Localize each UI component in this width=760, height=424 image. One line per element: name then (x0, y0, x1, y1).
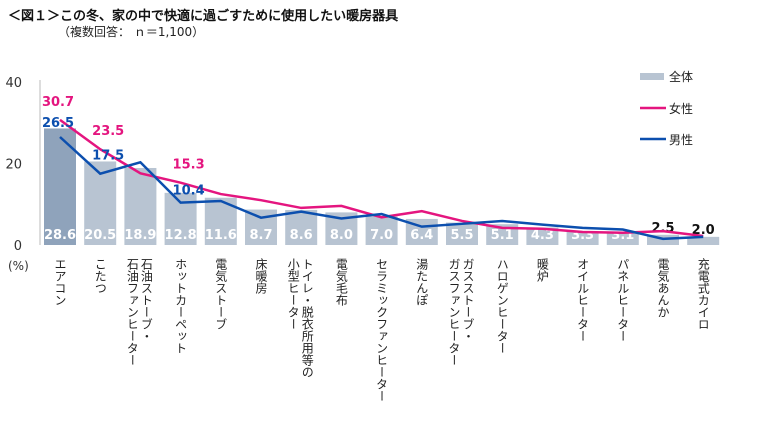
y-axis-unit: (%) (8, 259, 29, 273)
line-value-label: 26.5 (42, 116, 74, 131)
chart-title: ＜図１＞この冬、家の中で快適に過ごすために使用したい暖房器具 (8, 9, 399, 24)
bar-13 (566, 231, 599, 245)
category-label: 電気毛布 (334, 258, 348, 307)
bar-1 (84, 161, 117, 245)
bar-value-label: 11.6 (205, 228, 237, 243)
category-label: オイルヒーター (576, 258, 590, 342)
bar-value-label: 20.5 (84, 228, 116, 243)
bar-8 (365, 216, 398, 245)
line-value-label: 15.3 (173, 158, 205, 173)
category-label: ガスストーブ・ (461, 258, 475, 342)
bar-value-label: 8.7 (249, 228, 272, 243)
line-value-label: 23.5 (92, 124, 124, 139)
category-label: 湯たんぽ (415, 258, 429, 306)
category-label: 充電式カイロ (696, 257, 710, 330)
legend-label: 女性 (669, 101, 693, 116)
category-label: ハロゲンヒーター (495, 258, 509, 354)
category-label: 小型ヒーター (286, 258, 300, 330)
category-label: ガスファンヒーター (447, 258, 461, 366)
line-value-label: 17.5 (92, 149, 124, 164)
category-label: 石油ストーブ・ (139, 258, 153, 342)
category-label: パネルヒーター (616, 258, 630, 342)
bar-value-label: 5.1 (491, 228, 514, 243)
bar-value-label: 2.5 (651, 221, 674, 236)
category-label: 石油ファンヒーター (125, 258, 139, 366)
legend-label: 男性 (669, 133, 693, 147)
bar-value-label: 18.9 (124, 228, 156, 243)
bar-value-label: 6.4 (410, 228, 433, 243)
category-label: セラミックファンヒーター (375, 258, 389, 402)
legend-label: 全体 (669, 69, 693, 84)
bar-value-label: 12.8 (165, 228, 197, 243)
bar-value-label: 8.0 (330, 228, 353, 243)
category-label: こたつ (93, 258, 107, 294)
category-label: 電気ストーブ (214, 258, 228, 330)
y-tick-label: 0 (14, 239, 22, 254)
bar-value-label: 28.6 (44, 228, 76, 243)
bar-16 (687, 236, 720, 245)
y-tick-label: 40 (5, 76, 22, 91)
bar-14 (606, 232, 639, 245)
category-label: トイレ・脱衣所用等の (300, 258, 314, 378)
category-label: 電気あんか (656, 258, 670, 318)
category-label: 暖炉 (535, 258, 549, 283)
bar-6 (285, 209, 318, 245)
bar-value-label: 4.3 (531, 228, 554, 243)
bar-value-label: 7.0 (370, 228, 393, 243)
y-tick-label: 20 (5, 158, 22, 173)
category-label: ホットカーペット (174, 258, 188, 354)
category-label: エアコン (53, 258, 67, 306)
bar-value-label: 8.6 (290, 228, 313, 243)
category-label: 床暖房 (254, 258, 268, 294)
bar-2 (124, 167, 157, 245)
bar-value-label: 5.5 (450, 228, 473, 243)
bar-10 (446, 222, 478, 245)
legend-swatch-total (640, 73, 664, 80)
line-value-label: 30.7 (42, 95, 74, 110)
bar-11 (486, 224, 519, 245)
line-value-label: 10.4 (173, 184, 205, 199)
chart-subtitle: （複数回答： ｎ＝1,100） (58, 25, 205, 39)
bar-12 (526, 227, 559, 245)
